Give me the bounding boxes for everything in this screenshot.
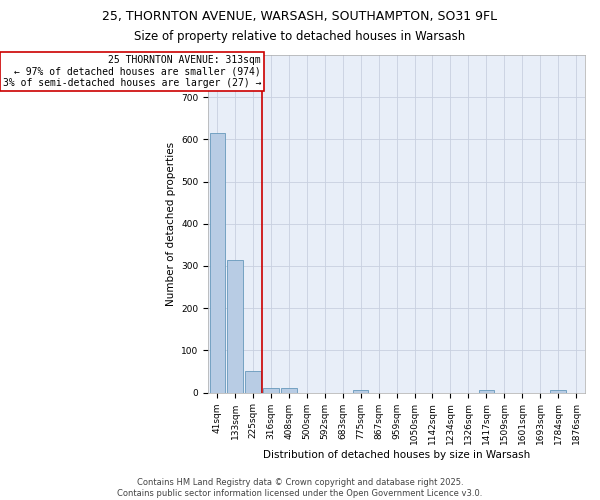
Y-axis label: Number of detached properties: Number of detached properties — [166, 142, 176, 306]
Bar — [209, 133, 225, 392]
Bar — [353, 390, 368, 392]
Text: Size of property relative to detached houses in Warsash: Size of property relative to detached ho… — [134, 30, 466, 43]
Bar — [245, 372, 260, 392]
Bar — [263, 388, 278, 392]
Text: 25 THORNTON AVENUE: 313sqm
← 97% of detached houses are smaller (974)
3% of semi: 25 THORNTON AVENUE: 313sqm ← 97% of deta… — [2, 55, 261, 88]
X-axis label: Distribution of detached houses by size in Warsash: Distribution of detached houses by size … — [263, 450, 530, 460]
Text: Contains HM Land Registry data © Crown copyright and database right 2025.
Contai: Contains HM Land Registry data © Crown c… — [118, 478, 482, 498]
Bar — [479, 390, 494, 392]
Text: 25, THORNTON AVENUE, WARSASH, SOUTHAMPTON, SO31 9FL: 25, THORNTON AVENUE, WARSASH, SOUTHAMPTO… — [103, 10, 497, 23]
Bar — [281, 388, 296, 392]
Bar — [227, 260, 243, 392]
Bar — [550, 390, 566, 392]
